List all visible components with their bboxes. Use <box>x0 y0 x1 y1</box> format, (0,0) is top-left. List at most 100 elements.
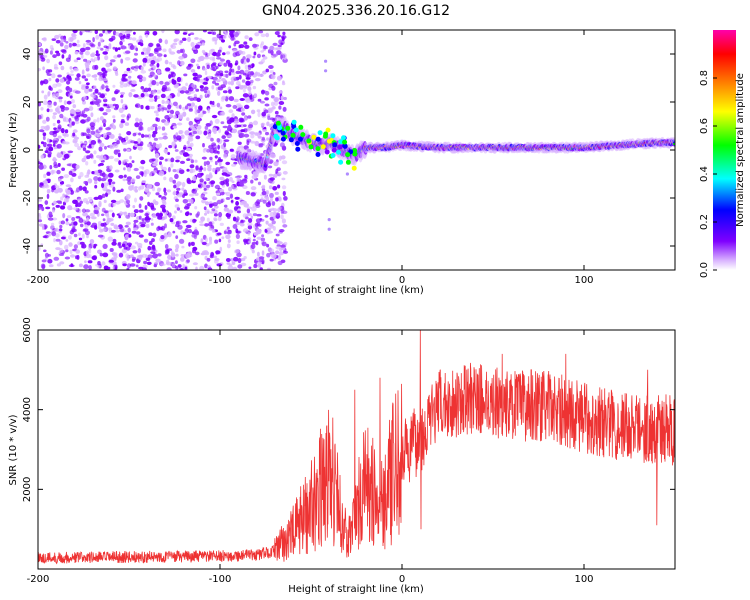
noise-speck <box>186 117 190 121</box>
noise-speck <box>152 31 158 36</box>
noise-speck <box>101 213 105 217</box>
noise-speck <box>273 161 279 167</box>
noise-speck <box>59 188 62 193</box>
noise-speck <box>252 203 256 208</box>
noise-speck <box>156 43 161 47</box>
noise-speck <box>150 218 154 221</box>
noise-speck <box>243 41 248 45</box>
noise-speck <box>133 31 136 35</box>
noise-speck <box>242 88 246 93</box>
noise-speck <box>55 233 60 238</box>
noise-speck <box>91 171 95 175</box>
noise-speck <box>250 206 257 212</box>
noise-speck <box>122 34 126 39</box>
noise-speck <box>145 223 150 229</box>
noise-speck <box>122 263 127 267</box>
noise-speck <box>82 113 88 118</box>
noise-speck <box>203 56 210 60</box>
noise-speck <box>235 233 240 239</box>
noise-speck <box>123 167 126 171</box>
noise-speck <box>52 158 58 162</box>
noise-speck <box>243 256 247 260</box>
noise-speck <box>42 235 48 239</box>
noise-speck <box>105 189 111 192</box>
noise-speck <box>72 110 76 115</box>
noise-speck <box>53 256 60 261</box>
noise-speck <box>204 212 207 216</box>
noise-speck <box>250 186 257 191</box>
noise-speck <box>217 90 221 96</box>
noise-speck <box>201 42 205 46</box>
noise-speck <box>55 238 61 242</box>
noise-speck <box>69 189 74 195</box>
noise-speck <box>155 144 160 149</box>
noise-speck <box>260 122 266 127</box>
noise-speck <box>165 259 170 265</box>
noise-speck <box>228 109 234 114</box>
noise-speck <box>72 42 77 47</box>
noise-speck <box>174 149 179 152</box>
noise-speck <box>194 50 198 54</box>
noise-speck <box>228 186 233 192</box>
noise-speck <box>98 33 104 37</box>
noise-speck <box>246 212 252 217</box>
noise-speck <box>153 110 159 114</box>
noise-speck <box>120 99 124 104</box>
noise-speck <box>59 240 63 246</box>
noise-speck <box>67 205 73 211</box>
noise-speck <box>207 166 212 172</box>
noise-speck <box>117 54 122 58</box>
noise-speck <box>154 181 160 187</box>
noise-speck <box>108 45 112 50</box>
noise-speck <box>148 82 153 87</box>
noise-speck <box>83 264 89 270</box>
noise-speck <box>273 96 280 103</box>
noise-speck <box>171 252 175 258</box>
noise-speck <box>154 126 158 132</box>
noise-speck <box>103 199 107 204</box>
noise-speck <box>115 149 121 153</box>
noise-speck <box>251 63 255 68</box>
noise-speck <box>224 32 228 36</box>
noise-speck <box>178 55 184 60</box>
noise-speck <box>279 142 285 148</box>
noise-speck <box>217 49 222 53</box>
noise-speck <box>195 135 201 140</box>
noise-speck <box>206 148 211 153</box>
noise-speck <box>73 59 79 63</box>
noise-speck <box>61 167 65 171</box>
noise-speck <box>160 204 166 209</box>
noise-speck <box>125 35 130 40</box>
noise-speck <box>204 90 208 94</box>
noise-speck <box>138 203 142 209</box>
noise-speck <box>193 234 198 240</box>
noise-speck <box>85 67 90 72</box>
noise-speck <box>119 40 123 46</box>
noise-speck <box>131 37 137 41</box>
noise-speck <box>235 70 241 75</box>
noise-speck <box>55 39 61 44</box>
noise-speck <box>60 128 65 134</box>
noise-speck <box>227 265 234 270</box>
noise-speck <box>119 199 125 203</box>
noise-speck <box>160 164 164 170</box>
noise-speck <box>206 257 211 262</box>
noise-speck <box>164 59 169 65</box>
noise-speck <box>281 82 286 86</box>
noise-speck <box>83 95 88 101</box>
noise-speck <box>152 163 158 167</box>
noise-speck <box>145 254 148 259</box>
noise-speck <box>278 101 285 105</box>
noise-speck <box>214 160 218 166</box>
noise-speck <box>81 157 86 163</box>
noise-speck <box>214 257 220 262</box>
noise-speck <box>132 58 138 63</box>
noise-speck <box>213 213 218 217</box>
noise-speck <box>97 169 103 174</box>
noise-speck <box>79 171 84 178</box>
noise-speck <box>48 264 54 268</box>
noise-speck <box>152 232 157 238</box>
noise-speck <box>157 187 161 193</box>
noise-speck <box>246 140 250 146</box>
noise-speck <box>280 214 284 220</box>
